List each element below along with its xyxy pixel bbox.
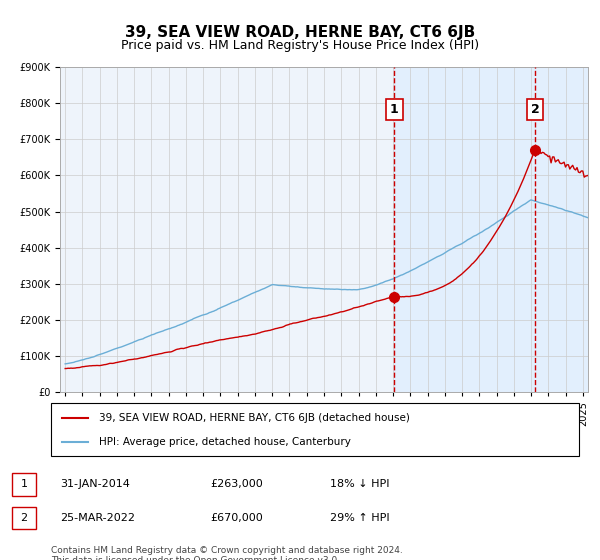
Text: 1: 1: [20, 479, 28, 489]
Bar: [394, 67, 592, 392]
Text: Contains HM Land Registry data © Crown copyright and database right 2024.
This d: Contains HM Land Registry data © Crown c…: [51, 546, 403, 560]
Text: 31-JAN-2014: 31-JAN-2014: [60, 479, 130, 489]
Text: 2: 2: [530, 103, 539, 116]
Text: 1: 1: [390, 103, 399, 116]
Text: £670,000: £670,000: [210, 513, 263, 523]
Text: 29% ↑ HPI: 29% ↑ HPI: [330, 513, 389, 523]
Text: 25-MAR-2022: 25-MAR-2022: [60, 513, 135, 523]
Text: 39, SEA VIEW ROAD, HERNE BAY, CT6 6JB: 39, SEA VIEW ROAD, HERNE BAY, CT6 6JB: [125, 25, 475, 40]
Text: Price paid vs. HM Land Registry's House Price Index (HPI): Price paid vs. HM Land Registry's House …: [121, 39, 479, 52]
Text: 18% ↓ HPI: 18% ↓ HPI: [330, 479, 389, 489]
Text: £263,000: £263,000: [210, 479, 263, 489]
Text: HPI: Average price, detached house, Canterbury: HPI: Average price, detached house, Cant…: [98, 436, 350, 446]
Text: 2: 2: [20, 513, 28, 523]
FancyBboxPatch shape: [51, 403, 579, 456]
Text: 39, SEA VIEW ROAD, HERNE BAY, CT6 6JB (detached house): 39, SEA VIEW ROAD, HERNE BAY, CT6 6JB (d…: [98, 413, 409, 423]
